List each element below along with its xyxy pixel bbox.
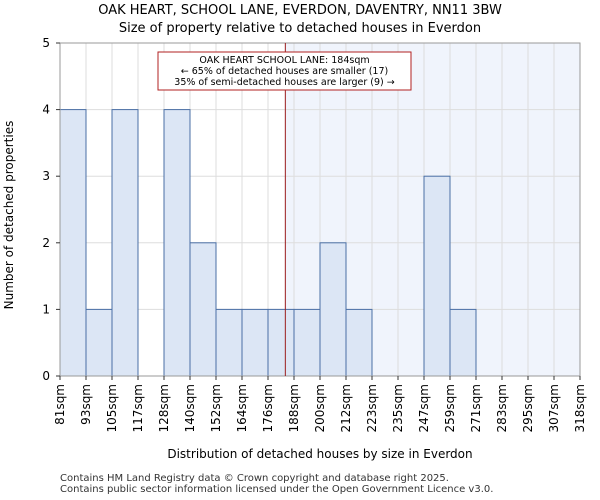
- footer-credit-line-2: Contains public sector information licen…: [60, 484, 494, 495]
- histogram-bar: [319, 242, 347, 377]
- x-tick-label: 200sqm: [313, 384, 327, 432]
- x-tick-label: 176sqm: [261, 384, 275, 432]
- histogram-bar: [267, 308, 295, 377]
- annotation-smaller: ← 65% of detached houses are smaller (17…: [181, 66, 388, 77]
- plot-area: 0 1 2 3 4 5 81sqm 93sqm 105sqm 117sqm 128sqm 140sqm…: [42, 36, 587, 432]
- chart-title: OAK HEART, SCHOOL LANE, EVERDON, DAVENTR…: [98, 3, 502, 18]
- x-tick-label: 223sqm: [365, 384, 379, 432]
- x-tick-label: 307sqm: [547, 384, 561, 432]
- y-tick-label: 2: [42, 236, 50, 250]
- x-tick-label: 140sqm: [183, 384, 197, 432]
- footer-credit-line-1: Contains HM Land Registry data © Crown c…: [60, 473, 449, 484]
- annotation-title: OAK HEART SCHOOL LANE: 184sqm: [199, 55, 369, 66]
- x-tick-label: 295sqm: [521, 384, 535, 432]
- x-tick-label: 188sqm: [287, 384, 301, 432]
- x-tick-label: 81sqm: [53, 384, 67, 425]
- y-axis-label: Number of detached properties: [2, 121, 16, 310]
- histogram-bar: [293, 308, 321, 377]
- histogram-bar: [111, 109, 139, 377]
- y-tick-label: 4: [42, 103, 50, 117]
- histogram-bar: [241, 308, 269, 377]
- x-tick-label: 93sqm: [79, 384, 93, 425]
- x-tick-label: 152sqm: [209, 384, 223, 432]
- y-tick-label: 1: [42, 302, 50, 316]
- y-tick-label: 3: [42, 169, 50, 183]
- histogram-bar: [59, 109, 87, 377]
- x-tick-label: 105sqm: [105, 384, 119, 432]
- x-tick-label: 259sqm: [443, 384, 457, 432]
- x-tick-label: 247sqm: [417, 384, 431, 432]
- x-tick-label: 318sqm: [573, 384, 587, 432]
- x-tick-label: 212sqm: [339, 384, 353, 432]
- x-tick-label: 235sqm: [391, 384, 405, 432]
- annotation-box: [157, 51, 412, 91]
- y-tick-label: 5: [42, 36, 50, 50]
- histogram-bar: [163, 109, 191, 377]
- histogram-bar: [189, 242, 217, 377]
- y-tick-label: 0: [42, 369, 50, 383]
- x-tick-label: 128sqm: [157, 384, 171, 432]
- histogram-bar: [423, 175, 451, 377]
- annotation-larger: 35% of semi-detached houses are larger (…: [174, 77, 394, 88]
- histogram-bar: [85, 308, 113, 377]
- x-tick-label: 271sqm: [469, 384, 483, 432]
- histogram-bar: [345, 308, 373, 377]
- x-tick-label: 283sqm: [495, 384, 509, 432]
- histogram-bar: [215, 308, 243, 377]
- x-axis-label: Distribution of detached houses by size …: [167, 447, 472, 461]
- histogram-bar: [449, 308, 477, 377]
- chart-subtitle: Size of property relative to detached ho…: [119, 21, 481, 36]
- x-tick-label: 117sqm: [131, 384, 145, 432]
- x-tick-label: 164sqm: [235, 384, 249, 432]
